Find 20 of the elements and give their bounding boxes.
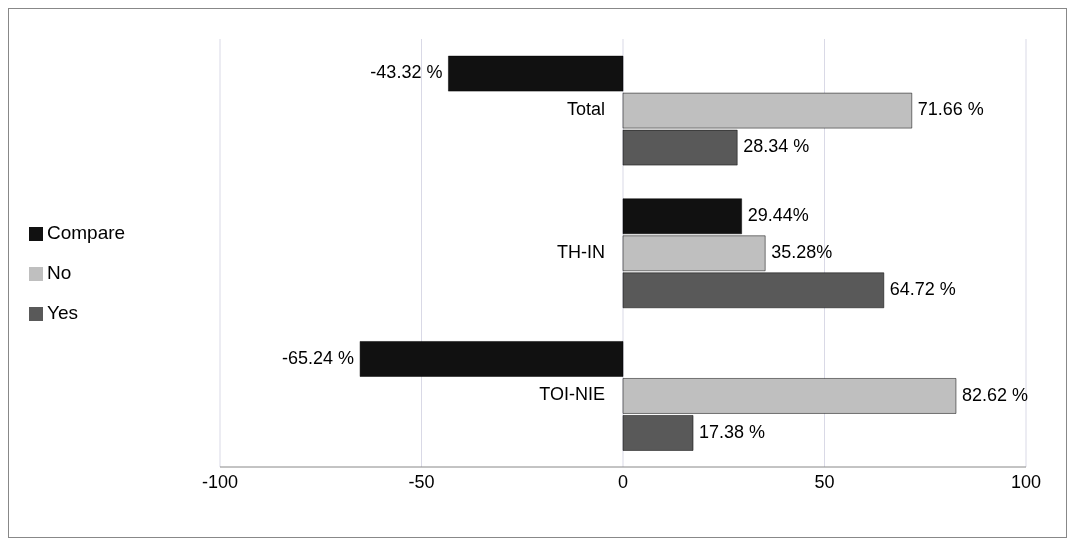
data-label: 29.44% bbox=[747, 205, 809, 226]
x-tick-label: -100 bbox=[201, 471, 239, 492]
x-tick-label: -50 bbox=[408, 471, 435, 492]
legend-label: Yes bbox=[47, 302, 78, 323]
y-tick-label: Total bbox=[566, 99, 605, 120]
x-tick-label: 100 bbox=[1010, 471, 1042, 492]
x-tick-label: 50 bbox=[814, 471, 835, 492]
legend-label: Compare bbox=[47, 222, 126, 243]
y-tick-label: TH-IN bbox=[557, 241, 605, 262]
legend-label: No bbox=[47, 262, 72, 283]
y-tick-label: TOI-NIE bbox=[539, 384, 605, 405]
data-label: -65.24 % bbox=[282, 347, 355, 368]
data-label: -43.32 % bbox=[370, 62, 443, 83]
data-label: 28.34 % bbox=[743, 136, 810, 157]
data-label: 82.62 % bbox=[961, 384, 1029, 405]
data-label: 71.66 % bbox=[917, 99, 984, 120]
data-label: 64.72 % bbox=[889, 279, 956, 300]
x-tick-label: 0 bbox=[617, 471, 629, 492]
data-label: 35.28% bbox=[771, 242, 833, 263]
data-label: 17.38 % bbox=[699, 421, 766, 442]
